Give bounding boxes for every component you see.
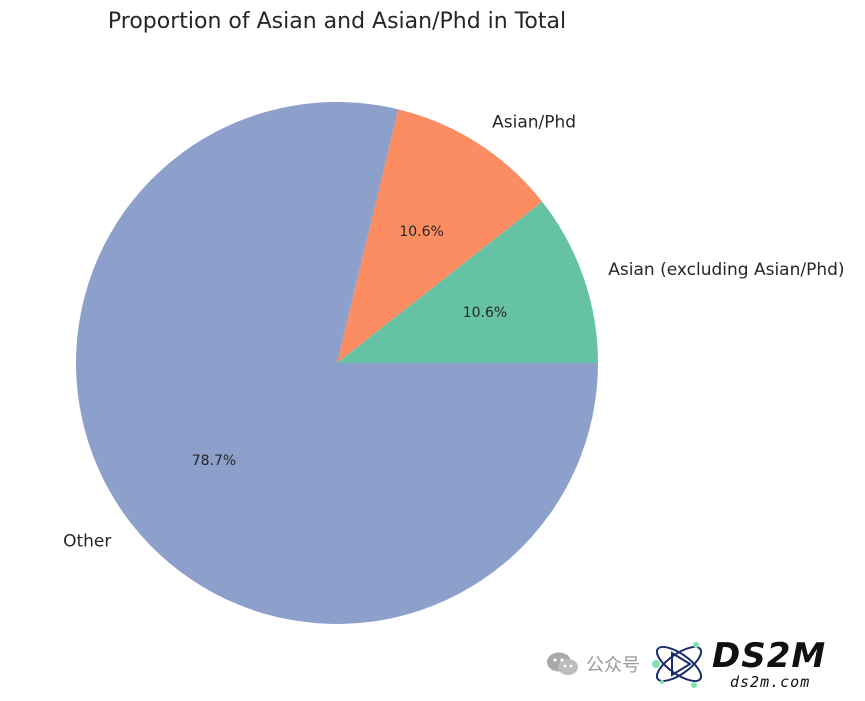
- brand-site: ds2m.com: [730, 672, 811, 691]
- wechat-text: 公众号: [586, 655, 640, 676]
- watermark: 公众号 DS2M ds2m.com: [546, 632, 858, 696]
- slice-label: Asian/Phd: [492, 112, 576, 132]
- pie-slice: [75, 102, 598, 625]
- pie-labels: Asian (excluding Asian/Phd) 10.6% Asian/Ph…: [63, 112, 844, 551]
- slice-percent-label: 78.7%: [192, 453, 236, 469]
- pie-slice: [337, 109, 543, 363]
- slice-percent-label: 10.6%: [463, 305, 507, 321]
- wechat-icon: [547, 652, 578, 675]
- slice-label: Asian (excluding Asian/Phd): [608, 260, 844, 280]
- pie-slice: [337, 201, 598, 363]
- slice-label: Other: [63, 532, 111, 552]
- slice-percent-label: 10.6%: [399, 224, 443, 240]
- atom-icon: [652, 642, 703, 688]
- pie-slices: [75, 102, 598, 625]
- wechat-badge: 公众号: [546, 651, 640, 677]
- ds2m-logo: DS2M ds2m.com: [650, 635, 826, 693]
- chart-title: Proportion of Asian and Asian/Phd in Tot…: [108, 9, 566, 34]
- brand-name: DS2M: [712, 635, 827, 676]
